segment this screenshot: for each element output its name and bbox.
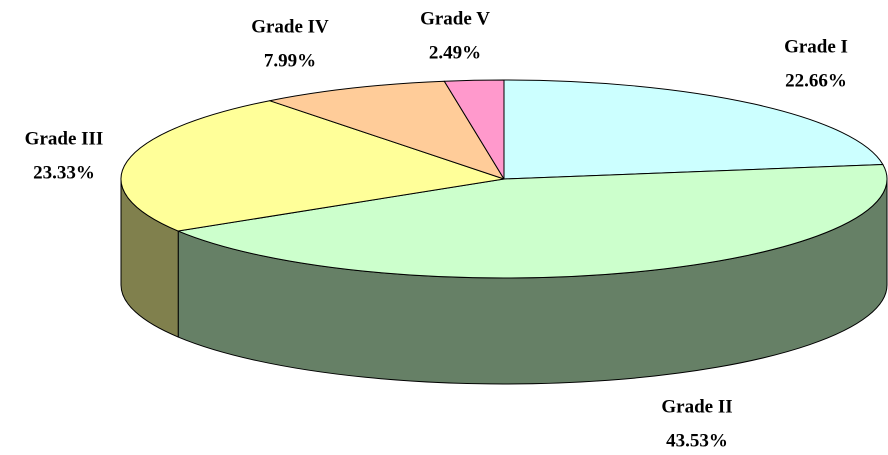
slice-label: Grade V xyxy=(420,8,490,29)
slice-value: 43.53% xyxy=(666,430,728,451)
slice-value: 23.33% xyxy=(33,162,95,183)
pie-slice xyxy=(269,80,505,180)
pie-slice xyxy=(443,79,505,180)
pie-slice xyxy=(120,100,505,232)
pie-slice xyxy=(503,79,884,180)
pie-slice xyxy=(177,164,888,279)
slice-label: Grade II xyxy=(661,396,732,417)
slice-value: 22.66% xyxy=(785,70,847,91)
slice-value: 2.49% xyxy=(429,42,481,63)
slice-label: Grade IV xyxy=(251,16,329,37)
slice-label: Grade III xyxy=(25,128,104,149)
slice-value: 7.99% xyxy=(264,50,316,71)
slice-label: Grade I xyxy=(784,36,848,57)
